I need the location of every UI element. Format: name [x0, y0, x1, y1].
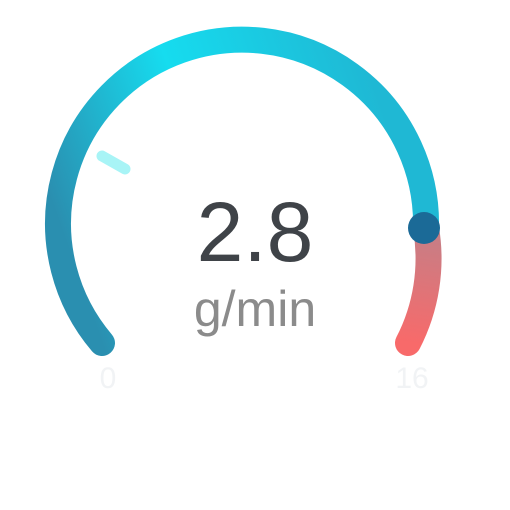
gauge-min-label: 0: [99, 362, 117, 395]
gauge-unit: g/min: [193, 281, 317, 337]
gauge-value: 2.8: [196, 185, 314, 279]
gauge-threshold-knob[interactable]: [408, 212, 440, 244]
gauge-track-arc: [45, 26, 440, 356]
gauge-value-marker: [96, 150, 131, 175]
gauge-max-label: 16: [395, 362, 429, 395]
